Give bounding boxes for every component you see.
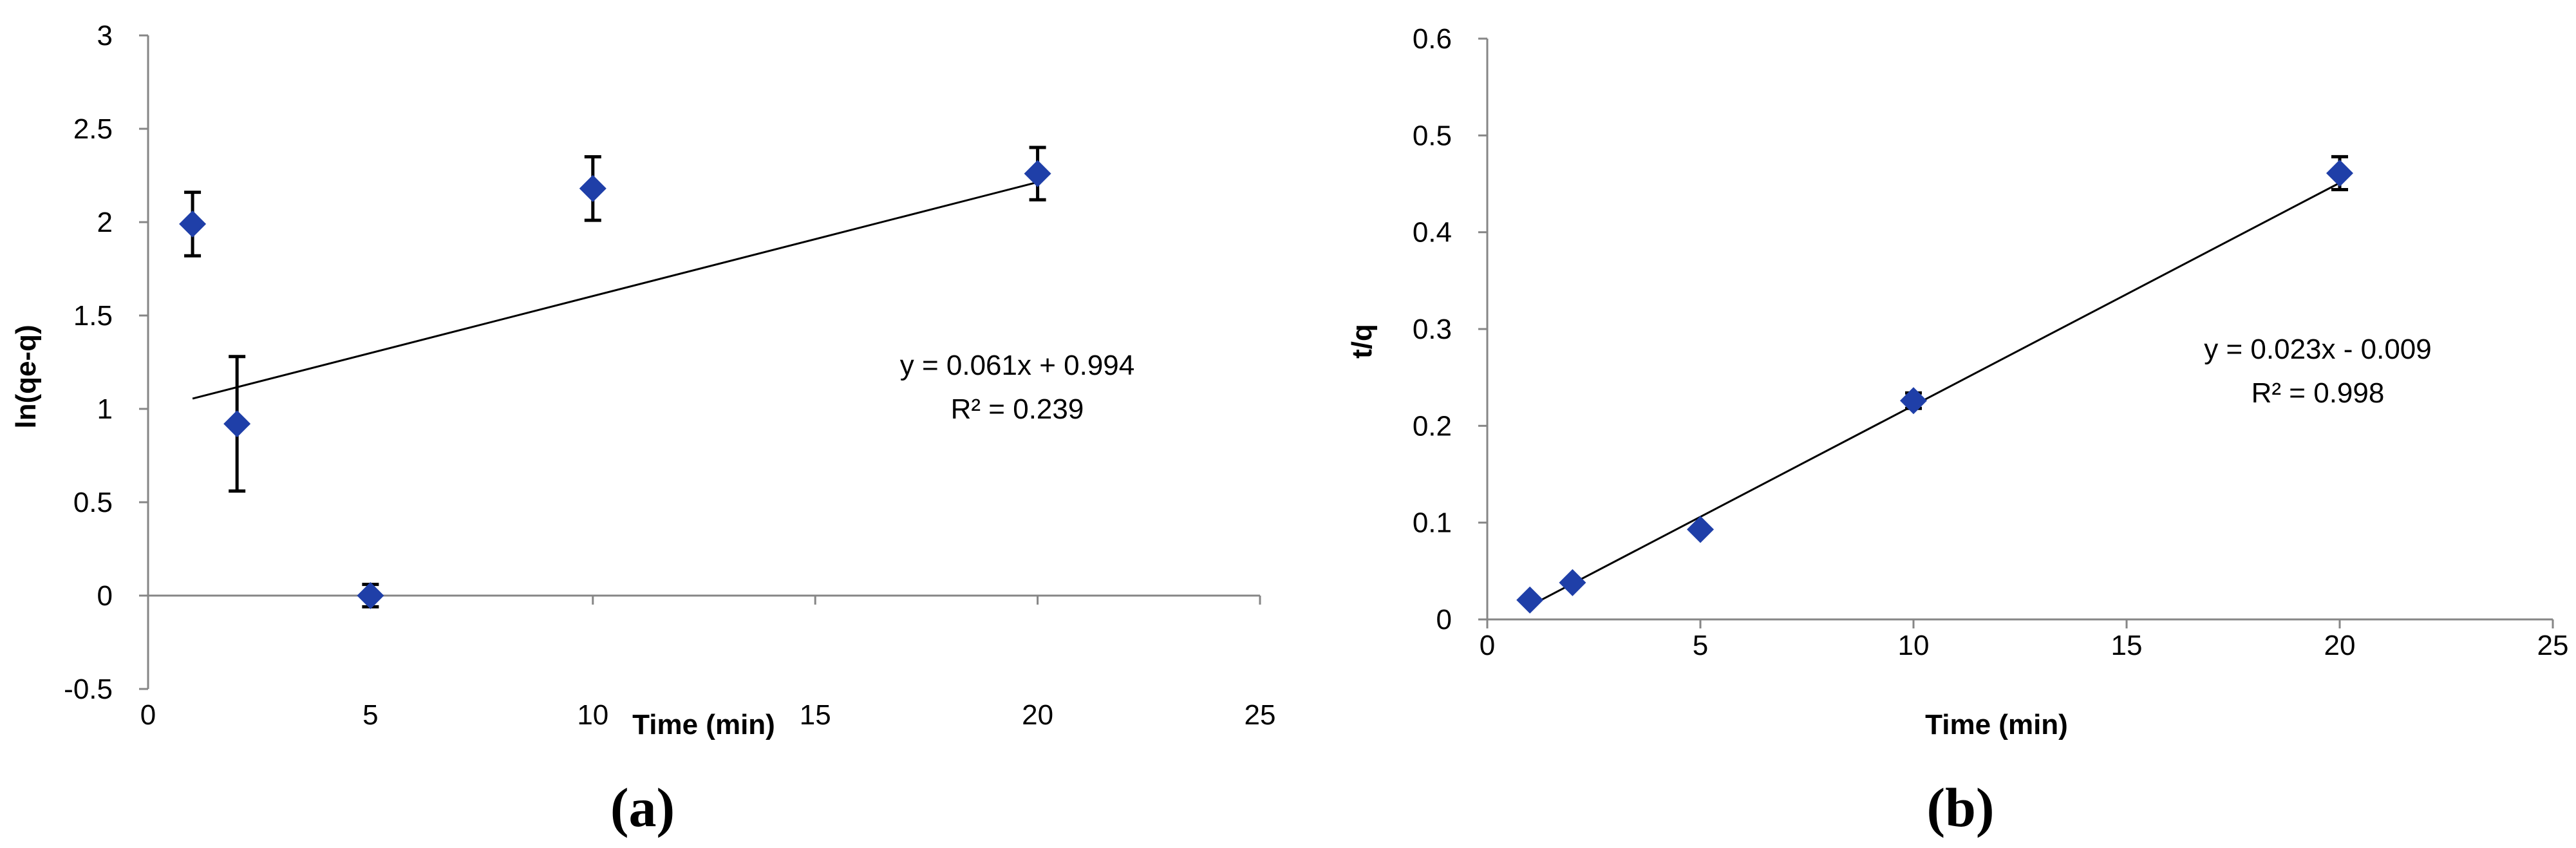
data-point-b <box>1516 586 1544 614</box>
x-tick-label-a: 0 <box>140 699 156 731</box>
x-tick-label-a: 10 <box>577 699 608 731</box>
y-tick-label-a: 0 <box>97 580 113 612</box>
panel-label-b: (b) <box>1926 777 1994 838</box>
chart-panel-b: Time (min) t/q y = 0.023x - 0.009 R² = 0… <box>1346 23 2568 838</box>
y-tick-label-a: 0.5 <box>73 487 113 518</box>
y-tick-label-a: -0.5 <box>64 674 113 705</box>
y-tick-label-a: 2 <box>97 207 113 238</box>
y-axis-title-b: t/q <box>1346 324 1378 359</box>
trendline-equation-b: y = 0.023x - 0.009 <box>2204 334 2431 365</box>
data-point-a <box>357 582 384 609</box>
data-point-b <box>1687 516 1714 543</box>
y-tick-label-a: 1 <box>97 393 113 425</box>
y-tick-label-a: 3 <box>97 20 113 52</box>
y-tick-label-b: 0.4 <box>1413 217 1452 249</box>
x-tick-label-a: 5 <box>362 699 378 731</box>
y-tick-label-b: 0.6 <box>1413 23 1452 55</box>
y-tick-label-a: 1.5 <box>73 300 113 332</box>
x-axis-title-b: Time (min) <box>1925 709 2068 740</box>
data-point-a <box>179 210 207 238</box>
r-squared-a: R² = 0.239 <box>951 393 1084 425</box>
trendline-b <box>1529 182 2340 607</box>
trendline-a <box>192 181 1038 400</box>
data-point-b <box>1900 387 1927 415</box>
x-tick-label-a: 25 <box>1245 699 1276 731</box>
x-tick-label-b: 25 <box>2537 630 2569 661</box>
y-tick-label-b: 0.2 <box>1413 410 1452 442</box>
data-point-a <box>579 174 606 202</box>
data-point-b <box>2326 159 2353 187</box>
chart-panel-a: Time (min) ln(qe-q) y = 0.061x + 0.994 R… <box>10 20 1275 838</box>
x-tick-label-b: 5 <box>1693 630 1708 661</box>
y-tick-label-b: 0.1 <box>1413 507 1452 539</box>
data-point-a <box>223 410 251 438</box>
y-tick-label-a: 2.5 <box>73 113 113 145</box>
x-tick-label-b: 10 <box>1898 630 1930 661</box>
data-point-a <box>1024 160 1051 187</box>
data-point-b <box>1559 569 1586 596</box>
y-tick-label-b: 0 <box>1436 604 1452 636</box>
x-tick-label-a: 15 <box>800 699 831 731</box>
x-tick-label-b: 0 <box>1480 630 1495 661</box>
y-tick-label-b: 0.5 <box>1413 120 1452 151</box>
x-tick-label-b: 15 <box>2111 630 2143 661</box>
x-axis-title-a: Time (min) <box>632 709 775 740</box>
y-tick-label-b: 0.3 <box>1413 314 1452 345</box>
y-axis-title-a: ln(qe-q) <box>10 325 42 428</box>
x-tick-label-a: 20 <box>1022 699 1053 731</box>
panel-label-a: (a) <box>610 777 675 838</box>
r-squared-b: R² = 0.998 <box>2252 377 2385 409</box>
trendline-equation-a: y = 0.061x + 0.994 <box>900 350 1135 381</box>
x-tick-label-b: 20 <box>2324 630 2356 661</box>
